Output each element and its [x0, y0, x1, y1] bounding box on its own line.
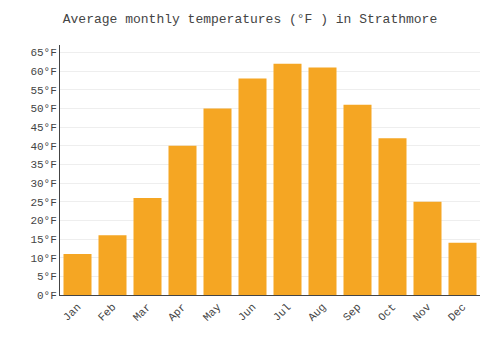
svg-text:10°F: 10°F [30, 253, 56, 265]
svg-text:Oct: Oct [376, 301, 398, 323]
svg-text:60°F: 60°F [30, 66, 56, 78]
svg-text:35°F: 35°F [30, 159, 56, 171]
svg-text:Feb: Feb [96, 301, 118, 323]
svg-text:Jan: Jan [61, 301, 83, 323]
svg-text:Sep: Sep [341, 301, 363, 323]
svg-text:40°F: 40°F [30, 141, 56, 153]
svg-text:May: May [201, 301, 224, 324]
svg-text:50°F: 50°F [30, 103, 56, 115]
svg-text:Dec: Dec [446, 301, 468, 323]
svg-text:Average monthly temperatures (: Average monthly temperatures (°F ) in St… [63, 12, 437, 27]
svg-text:55°F: 55°F [30, 85, 56, 97]
svg-text:45°F: 45°F [30, 122, 56, 134]
svg-text:30°F: 30°F [30, 178, 56, 190]
svg-text:65°F: 65°F [30, 47, 56, 59]
svg-text:0°F: 0°F [37, 290, 57, 302]
svg-text:Nov: Nov [411, 301, 434, 324]
svg-text:15°F: 15°F [30, 234, 56, 246]
svg-text:Aug: Aug [306, 301, 328, 323]
svg-text:Jun: Jun [236, 301, 258, 323]
svg-text:25°F: 25°F [30, 197, 56, 209]
svg-text:Apr: Apr [166, 301, 188, 323]
svg-text:Jul: Jul [271, 301, 293, 323]
svg-text:5°F: 5°F [37, 271, 57, 283]
svg-text:20°F: 20°F [30, 215, 56, 227]
svg-text:Mar: Mar [131, 301, 153, 323]
